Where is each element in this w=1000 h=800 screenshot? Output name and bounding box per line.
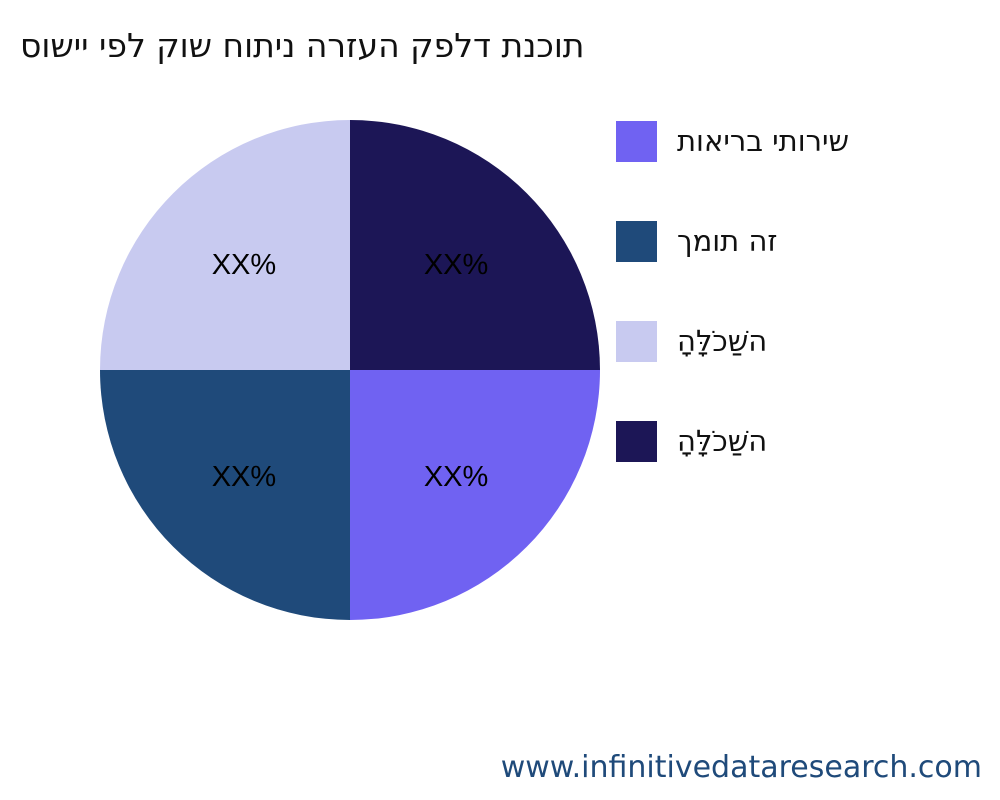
legend-label: הָלָּכֹשַׁה: [677, 424, 768, 458]
data-label: XX%: [424, 461, 488, 493]
data-label: XX%: [424, 249, 488, 281]
watermark: www.infinitivedataresearch.com: [500, 750, 982, 785]
legend-label: תואירב יתוריש: [677, 124, 850, 158]
pie-slice: [100, 370, 350, 620]
pie-slice: [100, 120, 350, 370]
legend-label: הָלָּכֹשַׁה: [677, 324, 768, 358]
legend-swatch: [616, 420, 657, 462]
chart-title: סושיי יפל קוש חותינ הרזעה קפלד תנכות: [20, 26, 585, 65]
data-label: XX%: [212, 461, 276, 493]
pie-slice: [350, 370, 600, 620]
pie-slice: [350, 120, 600, 370]
legend-item: הָלָּכֹשַׁה: [616, 420, 767, 462]
legend-swatch: [616, 320, 657, 362]
legend-label: ךמות הז: [677, 224, 778, 258]
legend-item: תואירב יתוריש: [616, 120, 849, 162]
legend-item: ךמות הז: [616, 220, 777, 262]
legend-item: הָלָּכֹשַׁה: [616, 320, 767, 362]
data-label: XX%: [212, 249, 276, 281]
legend-swatch: [616, 220, 657, 262]
legend-swatch: [616, 120, 657, 162]
